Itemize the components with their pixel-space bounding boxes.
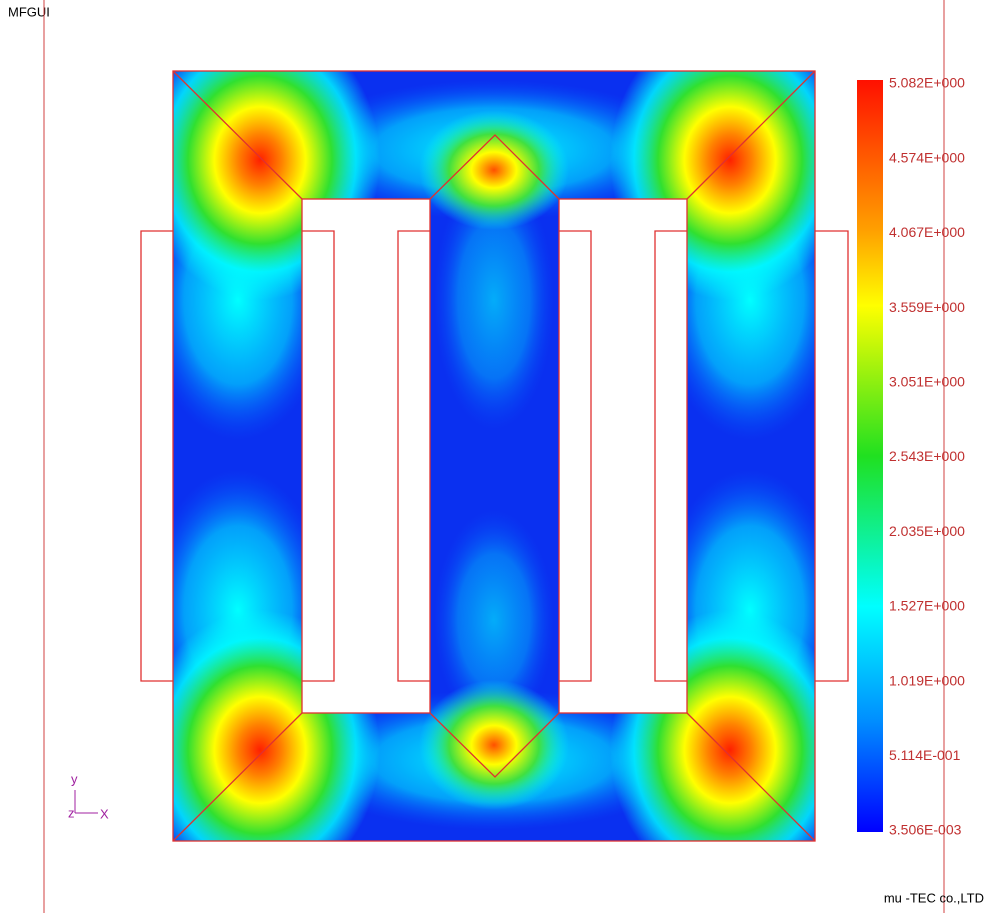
axis-triad <box>74 790 98 814</box>
scale-label: 3.506E-003 <box>889 822 962 838</box>
scale-label: 3.051E+000 <box>889 374 965 390</box>
scale-label: 1.019E+000 <box>889 672 965 688</box>
scale-label: 2.543E+000 <box>889 448 965 464</box>
scale-label: 5.114E-001 <box>889 747 961 763</box>
scale-label: 4.067E+000 <box>889 224 965 240</box>
footer-company: mu -TEC co.,LTD <box>884 890 984 905</box>
axis-label: y <box>71 771 78 786</box>
scale-label: 5.082E+000 <box>889 75 965 91</box>
scale-label: 1.527E+000 <box>889 598 965 614</box>
window <box>302 199 430 713</box>
axis-label: z <box>68 805 75 820</box>
window <box>559 199 687 713</box>
mesh-outline <box>140 70 849 842</box>
field-map <box>173 71 815 841</box>
axis-label: X <box>100 806 109 821</box>
scale-label: 3.559E+000 <box>889 299 965 315</box>
app-title: MFGUI <box>8 4 50 19</box>
scale-label: 2.035E+000 <box>889 523 965 539</box>
scale-label: 4.574E+000 <box>889 149 965 165</box>
color-scale <box>857 80 883 832</box>
